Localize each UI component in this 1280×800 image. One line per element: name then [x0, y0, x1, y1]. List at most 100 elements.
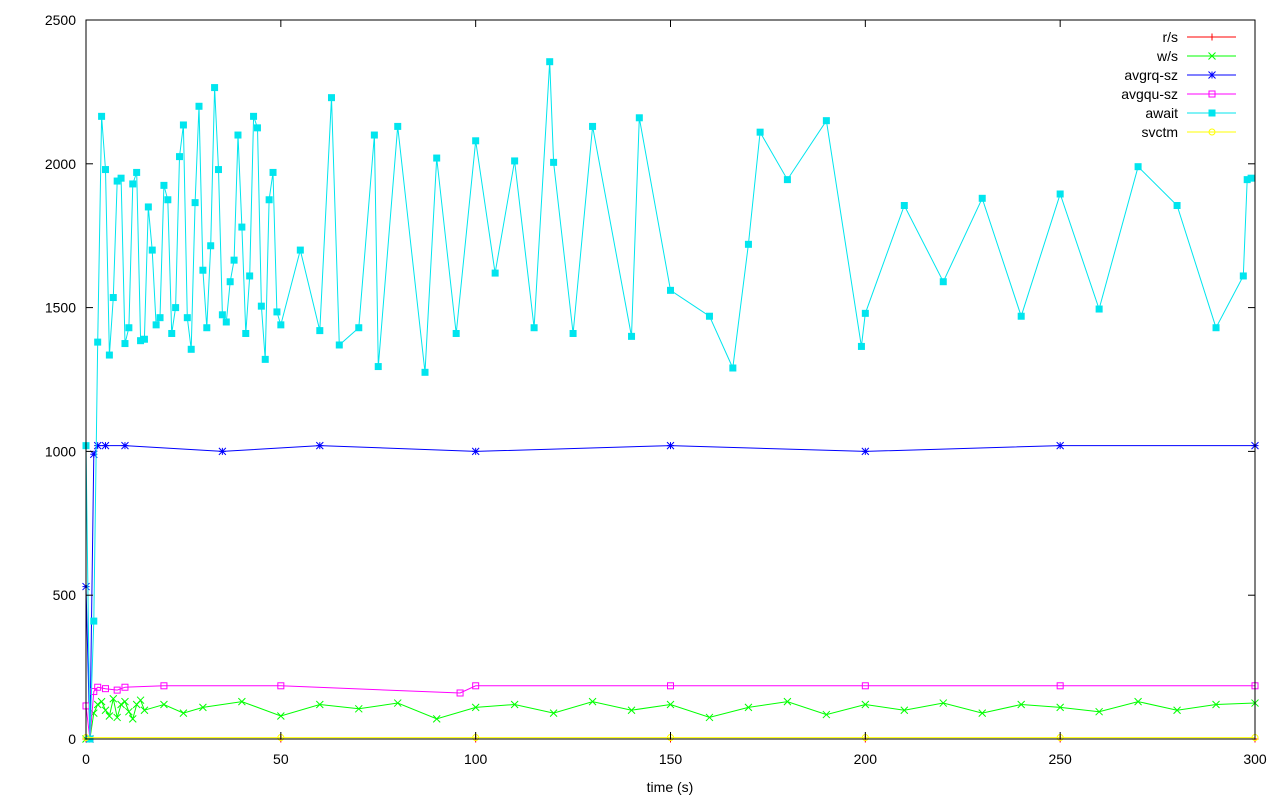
data-point	[140, 335, 148, 343]
data-point	[105, 712, 114, 720]
data-point	[113, 713, 122, 722]
data-point	[546, 58, 554, 66]
data-point	[588, 697, 597, 706]
data-point	[230, 256, 238, 264]
data-point	[148, 246, 156, 254]
data-point	[226, 278, 234, 286]
data-point	[273, 308, 281, 316]
data-point	[277, 682, 285, 690]
data-point	[242, 329, 250, 337]
x-tick-label: 300	[1243, 751, 1267, 767]
data-point	[187, 345, 195, 353]
legend-entry: svctm	[1141, 124, 1236, 140]
data-point	[1173, 706, 1181, 715]
data-point	[900, 202, 908, 210]
data-point	[133, 168, 141, 176]
data-point	[211, 84, 219, 92]
data-point	[101, 685, 109, 693]
data-point	[105, 351, 113, 359]
data-point	[315, 700, 324, 709]
data-point	[421, 368, 429, 376]
legend-label: avgrq-sz	[1124, 67, 1178, 83]
data-point	[113, 177, 121, 185]
data-point	[472, 137, 480, 145]
data-point	[176, 153, 184, 161]
data-point	[160, 700, 168, 709]
data-point	[277, 321, 285, 329]
data-point	[269, 168, 277, 176]
legend-label: w/s	[1156, 48, 1178, 64]
data-point	[89, 450, 98, 459]
data-point	[511, 157, 519, 165]
data-point	[861, 700, 870, 709]
data-point	[978, 709, 987, 717]
data-point	[1095, 305, 1103, 313]
legend-marker	[1208, 90, 1216, 98]
legend-marker	[1208, 109, 1216, 117]
data-point	[199, 266, 207, 274]
legend-label: await	[1145, 105, 1178, 121]
data-point	[433, 154, 441, 162]
series-line	[85, 61, 1252, 740]
data-point	[432, 715, 441, 723]
data-point	[90, 688, 98, 696]
x-tick-label: 200	[854, 751, 878, 767]
data-point	[393, 699, 402, 707]
data-point	[179, 121, 187, 129]
data-point	[93, 441, 102, 450]
data-point	[315, 441, 324, 450]
legend-entry: await	[1145, 105, 1236, 121]
data-point	[472, 682, 480, 690]
plot-border	[85, 19, 1256, 740]
data-point	[238, 697, 246, 706]
x-tick-label: 100	[464, 751, 488, 767]
legend-marker	[1208, 33, 1216, 41]
data-point	[276, 712, 285, 720]
ticks-layer: 0 50 100 150 200 250 300 0 500 1000 1500 2000 2500	[45, 12, 1267, 767]
series-avgqu-sz	[82, 682, 1259, 743]
data-point	[491, 269, 499, 277]
series-w/s	[82, 694, 1259, 743]
data-point	[121, 441, 129, 450]
data-point	[783, 697, 792, 706]
data-point	[1173, 202, 1181, 210]
data-point	[129, 180, 137, 188]
data-point	[744, 240, 752, 248]
data-point	[628, 332, 636, 340]
data-point	[861, 682, 869, 690]
data-point	[222, 318, 230, 326]
data-point	[316, 327, 324, 335]
data-point	[121, 340, 129, 348]
data-point	[939, 699, 948, 707]
y-tick-label: 500	[53, 587, 77, 603]
data-point	[137, 337, 145, 345]
data-point	[101, 441, 110, 450]
x-tick-label: 150	[659, 751, 683, 767]
data-point	[452, 329, 460, 337]
data-point	[183, 314, 191, 322]
data-point	[1212, 700, 1220, 709]
data-point	[121, 697, 129, 706]
data-point	[822, 117, 830, 125]
data-point	[261, 355, 269, 363]
data-point	[335, 341, 343, 349]
data-point	[667, 682, 674, 690]
data-point	[101, 706, 110, 715]
series-layer	[82, 58, 1259, 743]
data-point	[374, 363, 382, 371]
data-point	[667, 286, 674, 294]
legend-entry: avgrq-sz	[1124, 67, 1236, 83]
data-point	[121, 683, 129, 691]
data-point	[939, 278, 947, 286]
data-point	[549, 709, 558, 717]
legend-entry: w/s	[1156, 48, 1236, 64]
series-line	[85, 685, 1255, 740]
data-point	[978, 194, 986, 202]
data-point	[160, 181, 168, 189]
legend-marker	[1208, 71, 1216, 79]
data-point	[101, 166, 109, 174]
data-point	[109, 694, 118, 703]
legend-label: svctm	[1141, 124, 1178, 140]
legend-entry: avgqu-sz	[1121, 86, 1236, 102]
series-line	[86, 698, 1256, 740]
